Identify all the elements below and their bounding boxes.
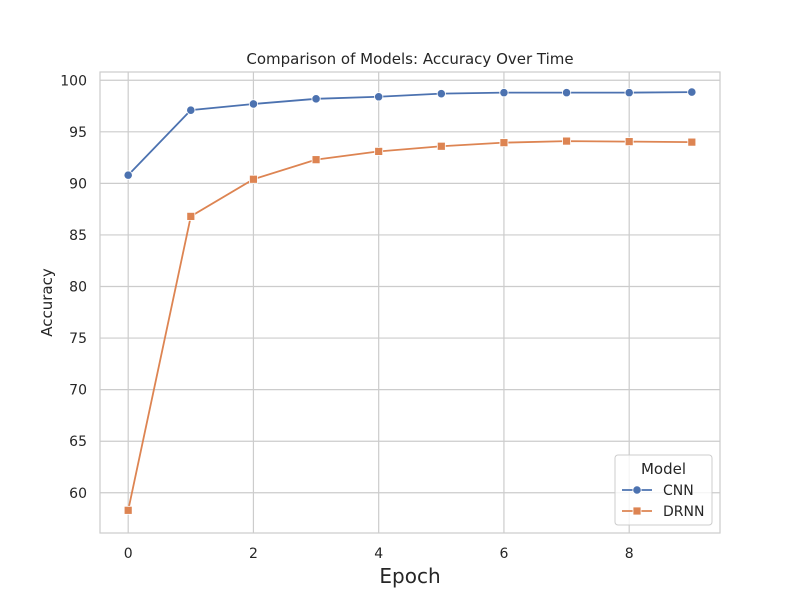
data-point	[561, 88, 572, 98]
legend-marker	[632, 506, 642, 516]
plot-frame	[99, 71, 721, 534]
x-axis-label: Epoch	[379, 564, 440, 588]
data-point	[624, 88, 634, 98]
series-drnn	[123, 136, 697, 515]
data-point	[499, 88, 509, 98]
y-tick-label: 70	[69, 383, 87, 399]
legend: Model CNN DRNN	[614, 454, 713, 526]
y-tick-label: 95	[69, 125, 87, 141]
series-line	[127, 140, 692, 511]
x-tick-label: 4	[374, 546, 383, 562]
x-tick-label: 0	[124, 546, 133, 562]
x-tick-labels: 0 2 4 6 8	[124, 546, 634, 562]
series-layer	[123, 87, 697, 515]
data-point	[687, 137, 697, 147]
chart-title: Comparison of Models: Accuracy Over Time	[246, 50, 573, 68]
data-point	[123, 505, 133, 515]
data-point	[248, 99, 259, 109]
x-tick-label: 6	[499, 546, 508, 562]
y-tick-label: 85	[69, 228, 87, 244]
data-point	[624, 137, 634, 147]
y-tick-label: 90	[69, 176, 87, 192]
legend-label: DRNN	[663, 504, 704, 520]
y-tick-label: 65	[69, 434, 87, 450]
legend-entry: CNN	[622, 483, 694, 499]
data-point	[311, 94, 321, 104]
legend-title: Model	[641, 460, 686, 478]
data-point	[186, 105, 196, 115]
legend-marker	[632, 485, 642, 495]
y-tick-label: 80	[69, 280, 87, 296]
legend-entries: CNN DRNN	[622, 483, 704, 520]
y-axis-label: Accuracy	[38, 268, 56, 337]
series-line	[127, 91, 692, 176]
data-point	[687, 87, 697, 97]
data-point	[436, 141, 446, 151]
data-point	[562, 136, 571, 146]
data-point	[374, 92, 384, 102]
data-point	[374, 147, 384, 156]
x-tick-label: 2	[249, 546, 258, 562]
data-point	[311, 155, 321, 165]
x-tick-label: 8	[625, 546, 634, 562]
y-tick-label: 100	[60, 73, 87, 89]
legend-entry: DRNN	[622, 504, 704, 520]
data-point	[186, 211, 196, 221]
legend-label: CNN	[663, 483, 694, 499]
data-point	[249, 174, 258, 184]
y-tick-label: 60	[69, 486, 87, 502]
data-point	[123, 170, 133, 180]
series-cnn	[123, 87, 697, 180]
y-tick-labels: 60 65 70 75 80 85 90 95 100	[60, 73, 87, 502]
data-point	[436, 89, 446, 99]
gridlines	[100, 72, 720, 533]
y-tick-label: 75	[69, 331, 87, 347]
data-point	[499, 138, 509, 148]
